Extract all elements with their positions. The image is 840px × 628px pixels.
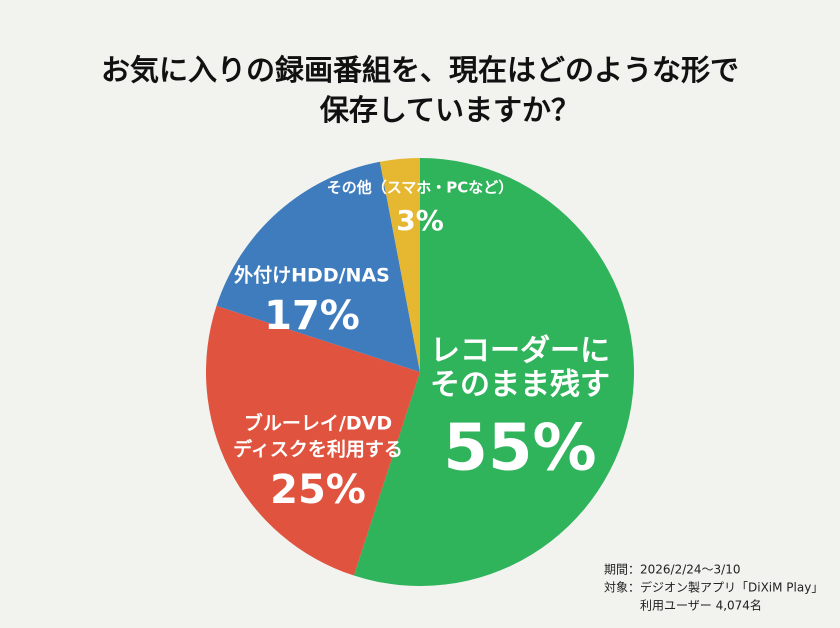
pie-slice xyxy=(216,161,420,372)
slice-label: その他（スマホ・PCなど） xyxy=(327,179,514,197)
slice-label: 外付けHDD/NAS xyxy=(234,264,390,287)
value-label: 3% xyxy=(396,204,444,237)
value-label: 17% xyxy=(264,293,360,339)
slice-label: ブルーレイ/DVD xyxy=(244,412,392,435)
footnote: 利用ユーザー 4,074名 xyxy=(640,598,762,613)
footnote: 対象：デジオン製アプリ「DiXiM Play」 xyxy=(604,580,823,595)
value-label: 55% xyxy=(443,412,596,486)
footnote: 期間：2026/2/24～3/10 xyxy=(604,563,740,577)
slice-label: レコーダーに xyxy=(430,334,610,369)
pie-slice xyxy=(205,305,420,576)
chart-title: お気に入りの録画番組を、現在はどのような形で xyxy=(101,53,739,87)
value-label: 25% xyxy=(270,467,366,513)
slice-label: ディスクを利用する xyxy=(233,438,403,461)
chart-title: 保存していますか？ xyxy=(319,93,580,127)
pie-slice xyxy=(379,158,420,372)
slice-label: そのまま残す xyxy=(430,368,610,403)
pie-slice xyxy=(353,158,635,586)
